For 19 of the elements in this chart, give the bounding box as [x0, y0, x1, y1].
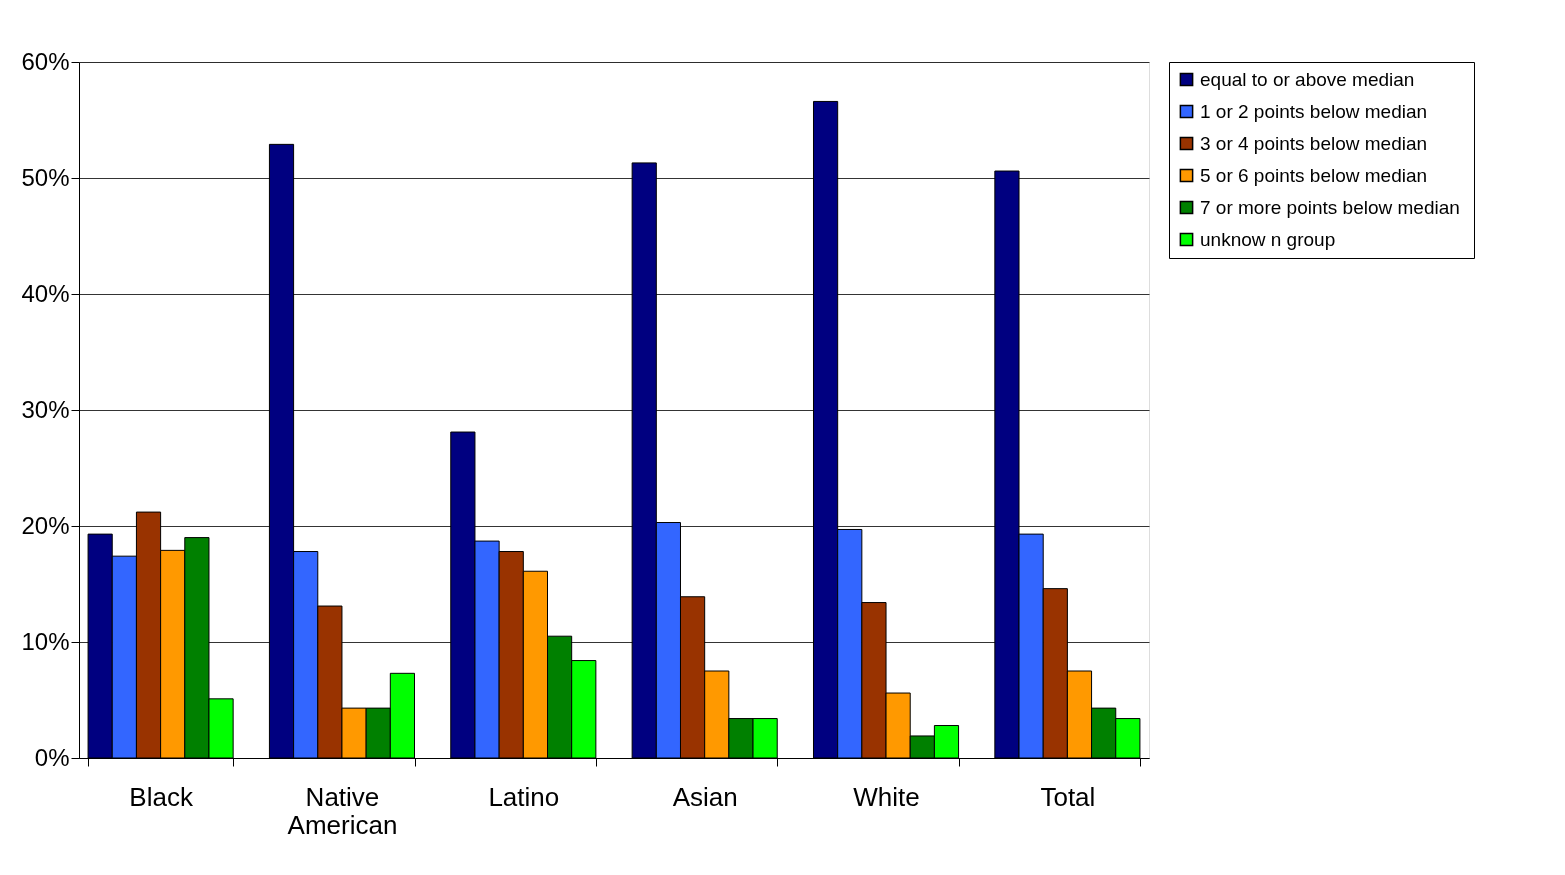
legend-label: unknow n group: [1200, 228, 1336, 250]
x-tick-label: Native American: [287, 781, 398, 840]
y-tick-label: 0%: [34, 743, 70, 771]
y-tick-label: 50%: [21, 163, 70, 191]
legend-label: equal to or above median: [1200, 68, 1415, 90]
y-tick-label: 40%: [21, 279, 70, 307]
legend-label: 5 or 6 points below median: [1200, 164, 1428, 186]
y-tick-label: 20%: [21, 511, 70, 539]
x-tick-label: Asian: [672, 781, 738, 812]
y-tick-label: 60%: [21, 47, 70, 75]
legend-label: 1 or 2 points below median: [1200, 100, 1428, 122]
legend-label: 7 or more points below median: [1200, 196, 1460, 218]
x-tick-label: White: [853, 781, 920, 812]
x-tick-label: Black: [129, 781, 194, 812]
x-tick-label: Latino: [488, 781, 560, 812]
legend-label: 3 or 4 points below median: [1200, 132, 1428, 154]
x-tick-label: Total: [1040, 781, 1096, 812]
y-tick-label: 30%: [21, 395, 70, 423]
y-tick-label: 10%: [21, 627, 70, 655]
